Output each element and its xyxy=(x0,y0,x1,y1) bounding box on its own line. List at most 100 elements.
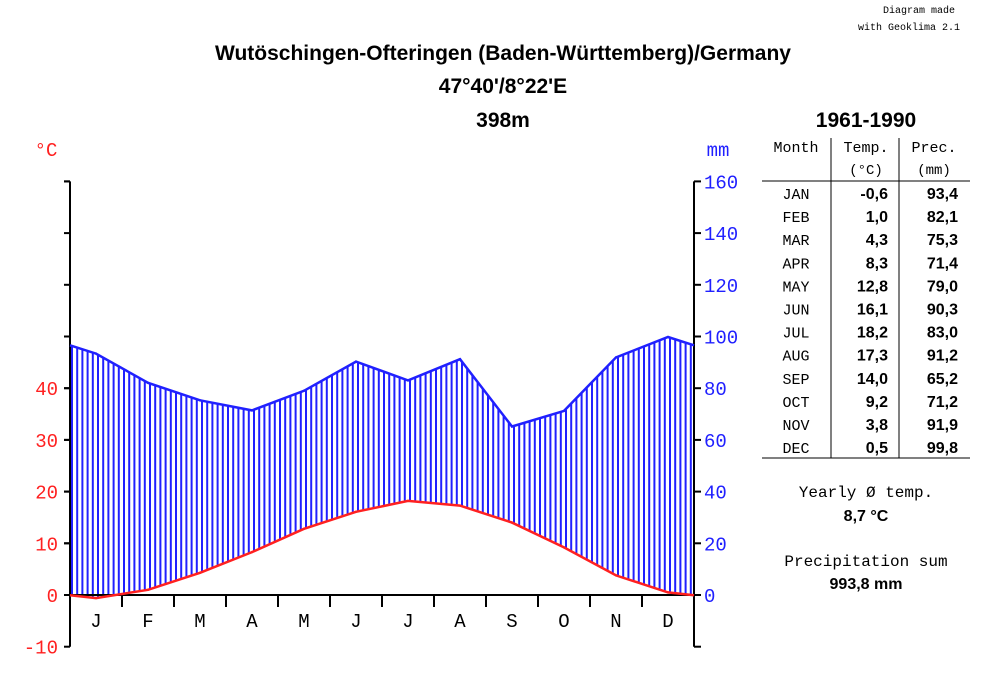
table-cell-prec: 91,2 xyxy=(927,348,958,365)
table-cell-temp: 14,0 xyxy=(857,371,888,388)
table-cell-prec: 83,0 xyxy=(927,325,958,342)
prec-axis-unit: mm xyxy=(707,140,730,162)
month-label: M xyxy=(298,611,309,633)
table-row: AUG 17,3 91,2 xyxy=(782,348,958,366)
month-label: A xyxy=(246,611,258,633)
table-header-temp-unit: (°C) xyxy=(849,163,883,179)
prec-tick-label: 40 xyxy=(704,483,727,505)
temp-tick-label: 20 xyxy=(35,483,58,505)
month-label: J xyxy=(402,611,413,633)
precipitation-point xyxy=(250,409,254,412)
table-cell-month: JUL xyxy=(782,326,809,343)
yearly-temp-value: 8,7 °C xyxy=(844,508,889,525)
precipitation-point xyxy=(562,409,566,413)
table-cell-month: FEB xyxy=(782,210,809,227)
table-cell-temp: 8,3 xyxy=(866,255,888,272)
table-cell-prec: 71,2 xyxy=(927,394,958,411)
precipitation-point xyxy=(666,335,670,339)
temp-tick-label: 30 xyxy=(35,431,58,453)
precipitation-point xyxy=(406,379,410,382)
temperature-point xyxy=(562,546,566,549)
table-cell-month: DEC xyxy=(782,441,809,458)
table-cell-month: JUN xyxy=(782,303,809,320)
temperature-point xyxy=(510,521,514,524)
table-row: NOV 3,8 91,9 xyxy=(782,417,958,435)
precipitation-point xyxy=(354,360,358,363)
table-cell-prec: 93,4 xyxy=(927,186,958,203)
temperature-point xyxy=(458,504,462,507)
month-label: F xyxy=(142,611,153,633)
table-cell-temp: 12,8 xyxy=(857,278,888,295)
table-row: SEP 14,0 65,2 xyxy=(782,371,958,389)
station-coordinates: 47°40'/8°22'E xyxy=(439,75,567,98)
humid-period-hatching xyxy=(71,337,692,598)
period-label: 1961-1990 xyxy=(816,109,916,132)
station-title: Wutöschingen-Ofteringen (Baden-Württembe… xyxy=(215,42,791,65)
month-label: J xyxy=(350,611,361,633)
plot-area: J F M A M J J A S O N D -10 0 10 20 30 40 0 20 40 60 80 100 120 1… xyxy=(24,172,738,659)
table-cell-temp: 9,2 xyxy=(866,394,888,411)
table-cell-temp: 0,5 xyxy=(866,440,888,457)
table-cell-temp: -0,6 xyxy=(860,186,888,203)
prec-tick-label: 0 xyxy=(704,586,715,608)
precip-sum-value: 993,8 mm xyxy=(830,576,903,593)
prec-tick-label: 120 xyxy=(704,276,738,298)
month-label: N xyxy=(610,611,621,633)
temperature-point xyxy=(614,574,618,577)
table-row: APR 8,3 71,4 xyxy=(782,255,958,273)
month-label: O xyxy=(558,611,569,633)
table-cell-temp: 4,3 xyxy=(866,232,888,249)
table-cell-month: MAY xyxy=(782,279,809,296)
table-cell-prec: 75,3 xyxy=(927,232,958,249)
table-row: MAR 4,3 75,3 xyxy=(782,232,958,250)
climate-table: Month Temp. (°C) Prec. (mm) JAN -0,6 93,4 F… xyxy=(762,138,970,459)
precipitation-point xyxy=(458,358,462,361)
month-label: M xyxy=(194,611,205,633)
credit-line-1: Diagram made xyxy=(883,5,955,17)
table-row: JUN 16,1 90,3 xyxy=(782,302,958,320)
temp-tick-label: -10 xyxy=(24,638,58,660)
table-cell-prec: 91,9 xyxy=(927,417,958,434)
table-row: JUL 18,2 83,0 xyxy=(782,325,958,343)
prec-tick-label: 140 xyxy=(704,224,738,246)
table-cell-prec: 79,0 xyxy=(927,278,958,295)
credit-line-2: with Geoklima 2.1 xyxy=(858,22,960,34)
prec-tick-label: 80 xyxy=(704,379,727,401)
table-header-prec: Prec. xyxy=(911,140,956,157)
table-cell-month: JAN xyxy=(782,187,809,204)
yearly-temp-label: Yearly Ø temp. xyxy=(799,484,933,502)
table-cell-prec: 65,2 xyxy=(927,371,958,388)
table-cell-month: OCT xyxy=(782,395,809,412)
precipitation-point xyxy=(614,356,618,359)
precip-sum-label: Precipitation sum xyxy=(784,553,947,571)
temperature-point xyxy=(406,499,410,503)
temperature-point xyxy=(354,510,358,513)
table-cell-prec: 99,8 xyxy=(927,440,958,457)
table-cell-month: MAR xyxy=(782,233,809,250)
prec-tick-label: 20 xyxy=(704,534,727,556)
month-label: J xyxy=(90,611,101,633)
table-cell-month: APR xyxy=(782,256,809,273)
table-cell-temp: 3,8 xyxy=(866,417,888,434)
temperature-point xyxy=(94,596,98,600)
temperature-point xyxy=(302,527,306,531)
temp-tick-label: 40 xyxy=(35,379,58,401)
month-label: D xyxy=(662,611,673,633)
precipitation-point xyxy=(94,352,98,355)
table-cell-temp: 18,2 xyxy=(857,325,888,342)
temp-axis-unit: °C xyxy=(35,140,58,162)
table-row: MAY 12,8 79,0 xyxy=(782,278,958,296)
table-header-temp: Temp. xyxy=(843,140,888,157)
precipitation-line xyxy=(69,335,695,428)
table-row: OCT 9,2 71,2 xyxy=(782,394,958,412)
table-cell-temp: 1,0 xyxy=(866,209,888,226)
temp-tick-label: 10 xyxy=(35,534,58,556)
month-label: S xyxy=(506,611,517,633)
table-cell-temp: 16,1 xyxy=(857,302,888,319)
table-row: FEB 1,0 82,1 xyxy=(782,209,958,227)
table-cell-prec: 90,3 xyxy=(927,302,958,319)
table-row: DEC 0,5 99,8 xyxy=(782,440,958,458)
table-row: JAN -0,6 93,4 xyxy=(782,186,958,204)
prec-tick-label: 60 xyxy=(704,431,727,453)
table-cell-prec: 82,1 xyxy=(927,209,958,226)
